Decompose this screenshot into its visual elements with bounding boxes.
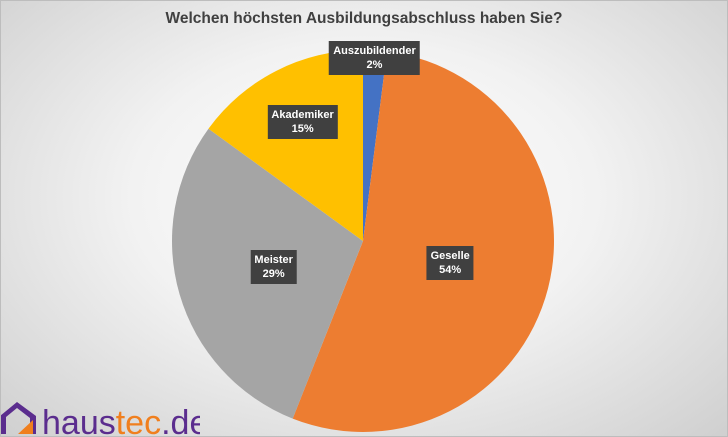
pie-slice-auszubildender [363,50,387,241]
pie-slice-geselle [292,51,554,432]
data-label-auszubildender: Auszubildender 2% [329,41,420,76]
chart-title: Welchen höchsten Ausbildungsabschluss ha… [165,10,563,27]
house-icon [0,402,36,434]
data-label-value: 29% [262,267,285,280]
data-label-value: 2% [366,59,383,72]
data-label-category: Akademiker [271,109,334,122]
house-accent-icon [18,420,33,434]
data-label-category: Geselle [430,250,470,263]
data-label-geselle: Geselle 54% [426,246,474,281]
haustec-logo: haustec.de [0,402,200,437]
data-label-value: 15% [291,123,314,136]
data-label-category: Auszubildender [333,45,416,58]
data-label-akademiker: Akademiker 15% [267,105,338,140]
data-label-category: Meister [254,253,293,266]
data-label-value: 54% [439,264,462,277]
pie-slice-akademiker [208,49,363,242]
svg-text:haustec.de: haustec.de [42,404,200,437]
data-label-meister: Meister 29% [250,249,297,284]
